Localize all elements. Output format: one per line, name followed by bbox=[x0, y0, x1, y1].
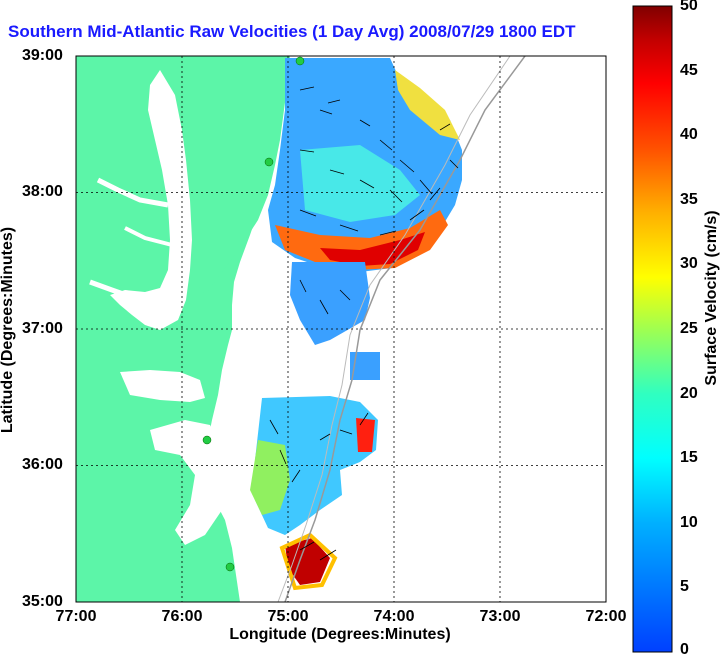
velocity-field-south-green bbox=[250, 440, 290, 515]
x-tick-label: 75:00 bbox=[267, 608, 309, 625]
velocity-field-mid bbox=[290, 262, 370, 345]
page-title: Southern Mid-Atlantic Raw Velocities (1 … bbox=[8, 22, 576, 41]
colorbar bbox=[632, 5, 673, 653]
isobath-line-2 bbox=[277, 56, 511, 602]
y-tick-label: 36:00 bbox=[22, 456, 63, 473]
colorbar-tick-label: 40 bbox=[680, 126, 698, 143]
colorbar-tick-label: 25 bbox=[680, 320, 698, 337]
x-tick-label: 76:00 bbox=[161, 608, 203, 625]
y-tick-label: 39:00 bbox=[22, 47, 63, 64]
velocity-field-south-red bbox=[356, 418, 375, 452]
tributary-potomac bbox=[96, 177, 169, 208]
velocity-field-north-yellow bbox=[395, 70, 460, 140]
y-tick-label: 38:00 bbox=[22, 183, 63, 200]
gridlines bbox=[76, 56, 606, 602]
colorbar-tick-label: 30 bbox=[680, 255, 698, 272]
colorbar-tick-label: 45 bbox=[680, 62, 698, 79]
colorbar-tick-label: 0 bbox=[680, 641, 689, 658]
colorbar-label: Surface Velocity (cm/s) bbox=[703, 210, 720, 386]
tributary-rappahannock bbox=[124, 226, 173, 247]
velocity-field-north-light bbox=[300, 145, 420, 222]
station-marker bbox=[202, 435, 212, 445]
albemarle-sound bbox=[120, 370, 205, 402]
colorbar-tick-label: 35 bbox=[680, 191, 698, 208]
velocity-field-small bbox=[350, 352, 380, 380]
isobath-line bbox=[284, 56, 526, 602]
chesapeake-bay bbox=[110, 70, 192, 330]
station-marker bbox=[264, 157, 274, 167]
x-tick-label: 73:00 bbox=[479, 608, 521, 625]
colorbar-tick-label: 5 bbox=[680, 578, 689, 595]
velocity-hotspot-hatteras bbox=[285, 538, 330, 585]
colorbar-tick-label: 10 bbox=[680, 514, 698, 531]
velocity-vectors bbox=[269, 86, 459, 561]
x-tick-label: 72:00 bbox=[585, 608, 627, 625]
x-axis-label: Longitude (Degrees:Minutes) bbox=[229, 626, 451, 643]
y-tick-label: 37:00 bbox=[22, 320, 63, 337]
colorbar-tick-label: 15 bbox=[680, 449, 698, 466]
colorbar-overlap bbox=[610, 18, 632, 46]
y-tick-label: 35:00 bbox=[22, 593, 63, 610]
station-marker bbox=[295, 56, 305, 66]
pamlico-sound bbox=[150, 420, 226, 545]
x-tick-label: 77:00 bbox=[55, 608, 97, 625]
land-delmarva bbox=[198, 56, 290, 295]
y-axis-label: Latitude (Degrees:Minutes) bbox=[0, 226, 16, 434]
colorbar-tick-label: 20 bbox=[680, 385, 698, 402]
colorbar-tick-label: 50 bbox=[680, 0, 698, 14]
tributary-james bbox=[89, 279, 171, 313]
station-marker bbox=[225, 562, 235, 572]
x-tick-label: 74:00 bbox=[373, 608, 415, 625]
plot-frame bbox=[75, 55, 607, 603]
